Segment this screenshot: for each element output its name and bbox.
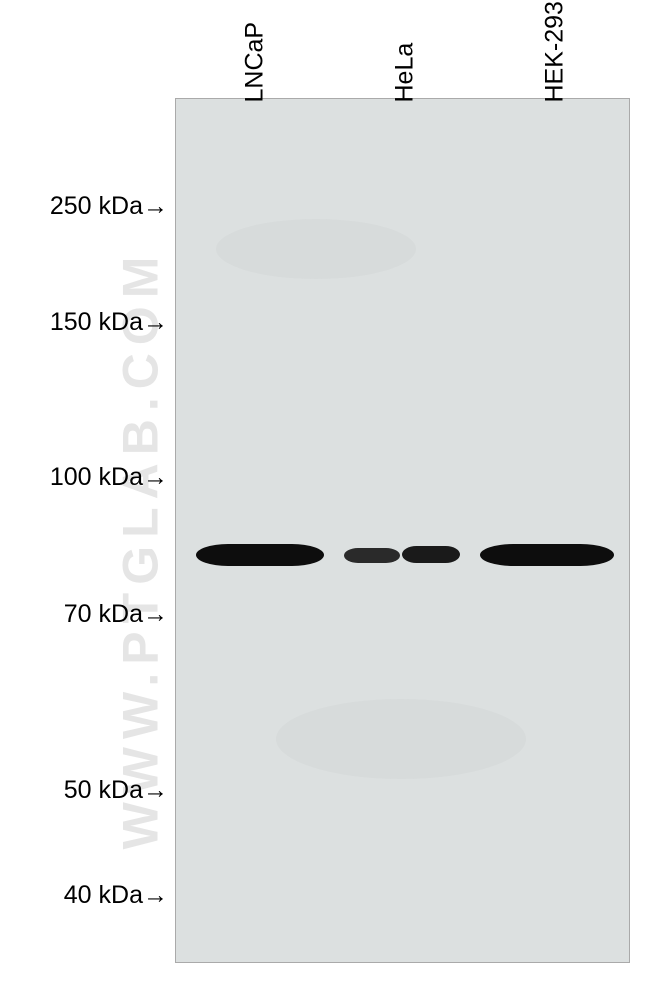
lane-label-lncap: LNCaP [241, 22, 270, 103]
band-hela [344, 548, 400, 563]
marker-70kda: 70 kDa→ [3, 600, 168, 629]
figure-container: WWW.PTGLAB.COM LNCaP HeLa HEK-293 250 kD… [0, 0, 650, 995]
membrane-noise [216, 219, 416, 279]
marker-100kda: 100 kDa→ [3, 463, 168, 492]
watermark: WWW.PTGLAB.COM [111, 249, 169, 850]
band-hek293 [480, 544, 614, 566]
band-hela-right [402, 546, 460, 563]
band-lncap [196, 544, 324, 566]
marker-40kda: 40 kDa→ [3, 881, 168, 910]
membrane-noise [276, 699, 526, 779]
marker-50kda: 50 kDa→ [3, 776, 168, 805]
blot-membrane [175, 98, 630, 963]
lane-label-hek293: HEK-293 [541, 1, 570, 102]
marker-150kda: 150 kDa→ [3, 308, 168, 337]
marker-250kda: 250 kDa→ [3, 192, 168, 221]
lane-label-hela: HeLa [391, 43, 420, 103]
